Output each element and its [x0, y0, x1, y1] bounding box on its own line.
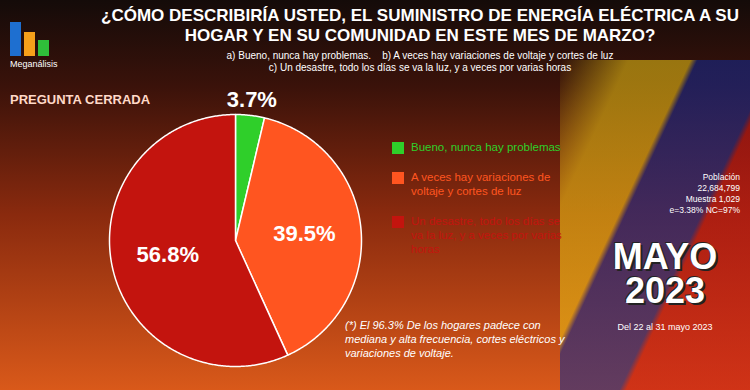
svg-text:3.7%: 3.7% [227, 87, 277, 112]
svg-text:56.8%: 56.8% [137, 242, 199, 267]
html-text:PREGUNTA CERRADA: PREGUNTA CERRADA [10, 92, 151, 107]
html-text:Un desastre, todo los días se: Un desastre, todo los días se va la luz,… [411, 215, 562, 255]
html-text:c) Un desastre, todo los días: c) Un desastre, todo los días se va la l… [268, 62, 572, 73]
html-text:Del 22 al 31 mayo 2023: Del 22 al 31 mayo 2023 [617, 322, 713, 332]
svg-text:39.5%: 39.5% [273, 221, 335, 246]
html-text:A veces hay variaciones de vol: A veces hay variaciones de voltaje y cor… [411, 171, 551, 197]
html-text:Bueno, nunca hay problemas: Bueno, nunca hay problemas [411, 141, 561, 153]
html-text:a) Bueno, nunca hay problemas.: a) Bueno, nunca hay problemas. b) A vece… [226, 50, 614, 61]
html-text:2023: 2023 [625, 270, 705, 311]
html-text:(*) El 96.3% De los hogares pa: (*) El 96.3% De los hogares padece con m… [345, 319, 565, 359]
html-text:22,684,799: 22,684,799 [697, 183, 740, 193]
html-text:MAYO: MAYO [612, 236, 718, 277]
html-text:Meganálisis: Meganálisis [10, 59, 58, 69]
html-text:Muestra 1,029: Muestra 1,029 [685, 194, 740, 204]
html-text:e=3.38% NC=97%: e=3.38% NC=97% [669, 205, 740, 215]
html-text:Población: Población [702, 172, 740, 182]
html-text:¿CÓMO DESCRIBIRÍA USTED, EL SU: ¿CÓMO DESCRIBIRÍA USTED, EL SUMINISTRO D… [101, 6, 739, 45]
